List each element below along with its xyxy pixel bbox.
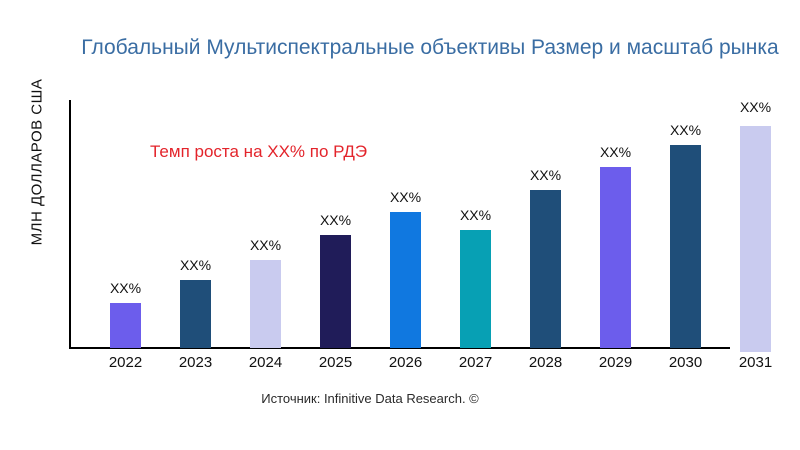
bar-value-label-2024: XX% [249, 237, 282, 253]
bar-value-label-2023: XX% [179, 257, 212, 273]
x-tick-label-2022: 2022 [108, 354, 143, 371]
bar-2030 [670, 145, 701, 348]
x-axis-line [69, 347, 730, 349]
bar-value-label-2027: XX% [459, 207, 492, 223]
bars-layer: XX% XX% XX% XX% XX% XX% XX% XX% XX% XX% [70, 0, 800, 352]
x-tick-label-2026: 2026 [388, 354, 423, 371]
bar-2031 [740, 126, 771, 352]
bar-value-label-2028: XX% [529, 167, 562, 183]
bar-value-label-2029: XX% [599, 144, 632, 160]
bar-2022 [110, 303, 141, 348]
bar-value-label-2030: XX% [669, 122, 702, 138]
x-tick-label-2031: 2031 [738, 354, 773, 371]
bar-2023 [180, 280, 211, 348]
growth-rate-annotation: Темп роста на XX% по РДЭ [150, 142, 368, 161]
y-axis-label: МЛН ДОЛЛАРОВ США [28, 78, 46, 246]
bar-2027 [460, 230, 491, 348]
source-caption: Источник: Infinitive Data Research. © [261, 391, 479, 406]
bar-value-label-2026: XX% [389, 189, 422, 205]
x-tick-label-2028: 2028 [528, 354, 563, 371]
y-axis-line [69, 100, 71, 349]
x-tick-label-2027: 2027 [458, 354, 493, 371]
x-tick-label-2024: 2024 [248, 354, 283, 371]
bar-2029 [600, 167, 631, 348]
bar-2024 [250, 260, 281, 348]
bar-2028 [530, 190, 561, 348]
bar-2026 [390, 212, 421, 348]
x-tick-label-2023: 2023 [178, 354, 213, 371]
bar-value-label-2025: XX% [319, 212, 352, 228]
x-tick-labels: 2022 2023 2024 2025 2026 2027 2028 2029 2030 2031 [70, 354, 800, 376]
x-tick-label-2025: 2025 [318, 354, 353, 371]
bar-2025 [320, 235, 351, 348]
bar-value-label-2022: XX% [109, 280, 142, 296]
x-tick-label-2030: 2030 [668, 354, 703, 371]
x-tick-label-2029: 2029 [598, 354, 633, 371]
chart-title: Глобальный Мультиспектральные объективы … [81, 36, 779, 59]
bar-value-label-2031: XX% [739, 99, 772, 115]
